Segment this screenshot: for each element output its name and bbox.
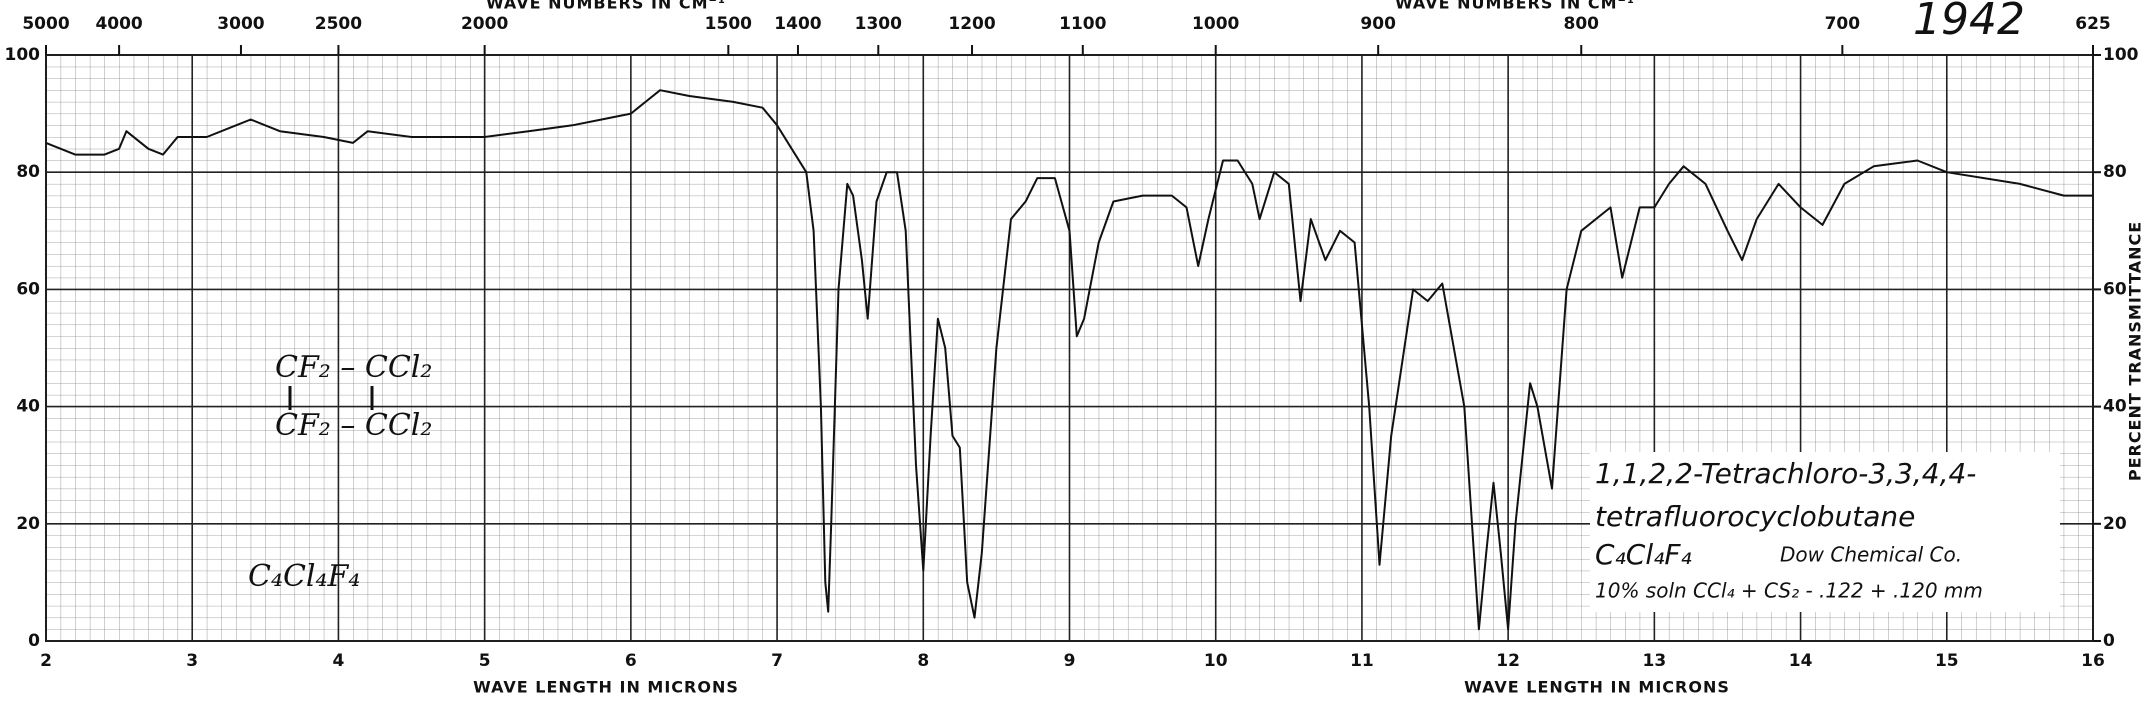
x2-tick-label: 1100: [1059, 14, 1106, 34]
y2-tick-label: 100: [2103, 45, 2139, 65]
x-tick-label: 3: [186, 651, 198, 671]
y-tick-label: 80: [16, 162, 40, 182]
y2-tick-label: 60: [2103, 279, 2127, 299]
y2-tick-label: 0: [2103, 631, 2115, 651]
structure-bond: [288, 386, 374, 410]
y-tick-label: 100: [5, 45, 41, 65]
x2-tick-label: 1000: [1192, 14, 1239, 34]
y-tick-label: 60: [16, 279, 40, 299]
compound-formula: C₄Cl₄F₄: [1595, 538, 1692, 571]
x-tick-label: 11: [1350, 651, 1374, 671]
x2-tick-label: 900: [1360, 14, 1396, 34]
x-tick-label: 6: [625, 651, 637, 671]
x2-tick-label: 1500: [705, 14, 752, 34]
x-tick-label: 10: [1204, 651, 1228, 671]
y2-tick-label: 20: [2103, 514, 2127, 534]
label-box: [1590, 452, 2060, 612]
x2-tick-label: 2000: [461, 14, 508, 34]
y-tick-label: 0: [28, 631, 40, 651]
x2-title: WAVE NUMBERS IN CM⁻¹: [486, 0, 726, 13]
source: Dow Chemical Co.: [1780, 543, 1962, 567]
x-tick-label: 4: [333, 651, 345, 671]
x-tick-label: 12: [1496, 651, 1520, 671]
x2-tick-label: 5000: [22, 14, 69, 34]
x-tick-label: 16: [2081, 651, 2105, 671]
x-tick-label: 7: [771, 651, 783, 671]
x2-tick-label: 4000: [95, 14, 142, 34]
sample-note: 10% soln CCl₄ + CS₂ - .122 + .120 mm: [1595, 579, 1983, 603]
y-tick-label: 20: [16, 514, 40, 534]
x-tick-label: 5: [479, 651, 491, 671]
y2-tick-label: 40: [2103, 397, 2127, 417]
compound-name: 1,1,2,2-Tetrachloro-3,3,4,4-: [1595, 457, 1976, 490]
x2-tick-label: 1300: [855, 14, 902, 34]
year: 1942: [1913, 0, 2025, 45]
x2-tick-label: 1400: [774, 14, 821, 34]
x-tick-label: 14: [1789, 651, 1813, 671]
x-tick-label: 2: [40, 651, 52, 671]
x2-tick-label: 625: [2075, 14, 2111, 34]
compound-name: tetrafluorocyclobutane: [1595, 500, 1915, 533]
x2-tick-label: 1200: [948, 14, 995, 34]
x2-tick-label: 700: [1825, 14, 1861, 34]
structure-top: CF₂ – CCl₂: [275, 350, 432, 385]
x-title: WAVE LENGTH IN MICRONS: [1464, 678, 1730, 697]
x2-tick-label: 2500: [315, 14, 362, 34]
x2-tick-label: 800: [1564, 14, 1600, 34]
x-title: WAVE LENGTH IN MICRONS: [473, 678, 739, 697]
x-tick-label: 9: [1064, 651, 1076, 671]
y2-title: PERCENT TRANSMITTANCE: [2126, 221, 2145, 481]
x-tick-label: 8: [917, 651, 929, 671]
x2-title: WAVE NUMBERS IN CM⁻¹: [1395, 0, 1635, 13]
x-tick-label: 13: [1643, 651, 1667, 671]
x-tick-label: 15: [1935, 651, 1959, 671]
y-tick-label: 40: [16, 397, 40, 417]
x2-tick-label: 3000: [217, 14, 264, 34]
y2-tick-label: 80: [2103, 162, 2127, 182]
structure-bottom: CF₂ – CCl₂: [275, 408, 432, 443]
spectrum-line: [45, 89, 2093, 631]
formula-left: C₄Cl₄F₄: [248, 559, 360, 594]
